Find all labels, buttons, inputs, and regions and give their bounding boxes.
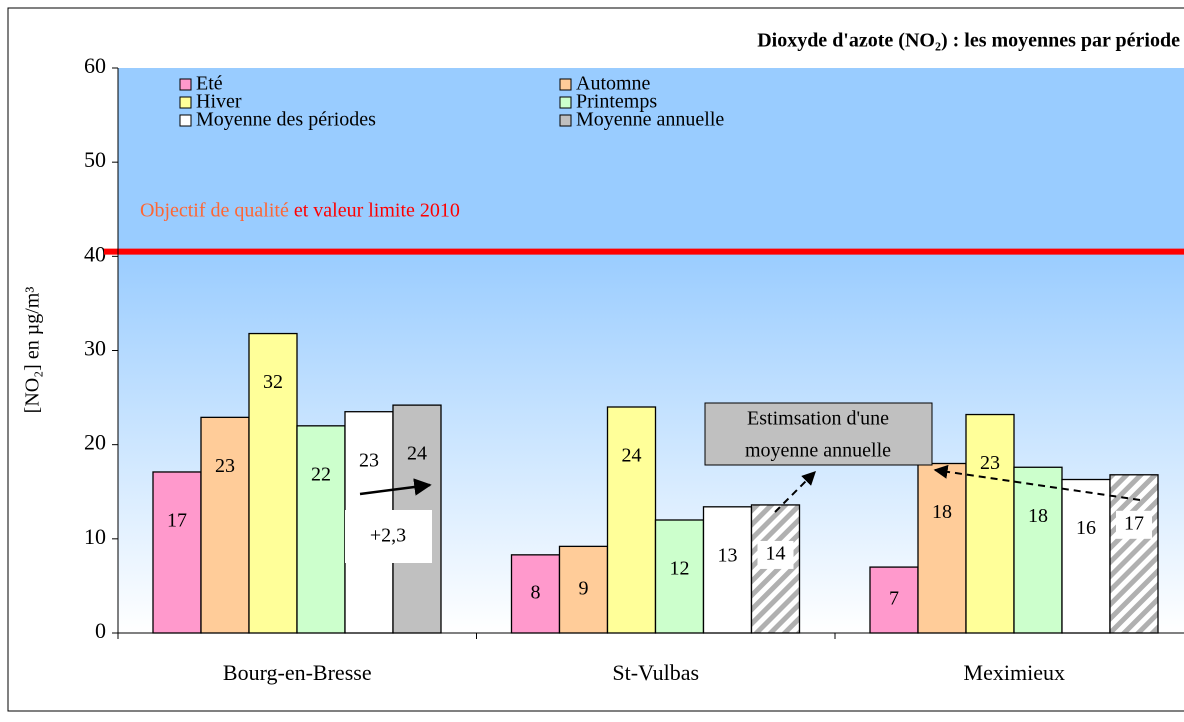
bar [152, 471, 202, 634]
x-tick-label: Bourg-en-Bresse [223, 660, 372, 685]
bar [1013, 466, 1063, 634]
arrow [774, 471, 816, 513]
data-label: 23 [215, 455, 235, 477]
y-axis-label: [NO₂] en µg/m³ [22, 287, 44, 414]
bar [702, 506, 753, 634]
label-bg [757, 540, 794, 569]
bar [1109, 474, 1159, 634]
legend-label: Moyenne annuelle [576, 109, 724, 131]
data-label: 22 [311, 463, 331, 485]
x-tick-label: Meximieux [964, 660, 1065, 685]
data-label: 8 [531, 582, 541, 604]
legend-swatch [559, 114, 572, 127]
annotation-box [345, 510, 432, 563]
y-tick-label: 40 [84, 241, 106, 266]
annotation: Estimsation d'une [747, 408, 889, 430]
label-bg [1116, 510, 1152, 539]
data-label: 23 [980, 452, 1000, 474]
bar [750, 504, 801, 634]
data-label: 7 [889, 588, 899, 610]
data-label: 16 [1076, 517, 1096, 539]
limit-label: Objectif de qualité et valeur limite 2010 [140, 199, 460, 221]
data-label: 17 [1124, 512, 1144, 534]
y-tick-label: 50 [84, 147, 106, 172]
data-label: 24 [622, 445, 642, 467]
data-label: 18 [1028, 505, 1048, 527]
legend-swatch [179, 96, 192, 109]
limit-label-part: Objectif de qualité [140, 199, 289, 221]
arrow [933, 464, 1141, 501]
data-label: 18 [932, 501, 952, 523]
legend-label: Hiver [196, 91, 242, 113]
annotation: +2,3 [370, 525, 406, 547]
legend-swatch [559, 96, 572, 109]
legend-swatch [179, 78, 192, 91]
data-label: 12 [670, 558, 690, 580]
annotation-box [704, 402, 933, 466]
limit-label-part: et valeur limite 2010 [294, 199, 460, 221]
bar [296, 425, 346, 634]
legend-label: Printemps [576, 91, 657, 113]
y-tick-label: 30 [84, 336, 106, 361]
data-label: 13 [718, 544, 738, 566]
bar [200, 416, 250, 634]
y-tick-label: 60 [84, 53, 106, 78]
data-label: 17 [167, 510, 187, 532]
bar [1061, 478, 1111, 634]
data-label: 32 [263, 371, 283, 393]
annotation: moyenne annuelle [745, 440, 891, 462]
legend-label: Eté [196, 73, 223, 95]
legend-label: Moyenne des périodes [196, 109, 376, 131]
data-label: 9 [579, 577, 589, 599]
y-tick-label: 20 [84, 430, 106, 455]
bar [606, 406, 657, 634]
bar [917, 462, 967, 634]
legend-swatch [559, 78, 572, 91]
bar [965, 413, 1015, 634]
y-tick-label: 10 [84, 524, 106, 549]
y-tick-label: 0 [95, 618, 106, 643]
x-tick-label: St-Vulbas [612, 660, 699, 685]
bar [654, 519, 705, 634]
arrow [359, 478, 432, 496]
legend-swatch [179, 114, 192, 127]
legend-label: Automne [576, 73, 651, 95]
data-label: 23 [359, 449, 379, 471]
data-label: 14 [766, 543, 786, 565]
chart-title: Dioxyde d'azote (NO₂) : les moyennes par… [757, 30, 1180, 52]
data-label: 24 [407, 443, 427, 465]
